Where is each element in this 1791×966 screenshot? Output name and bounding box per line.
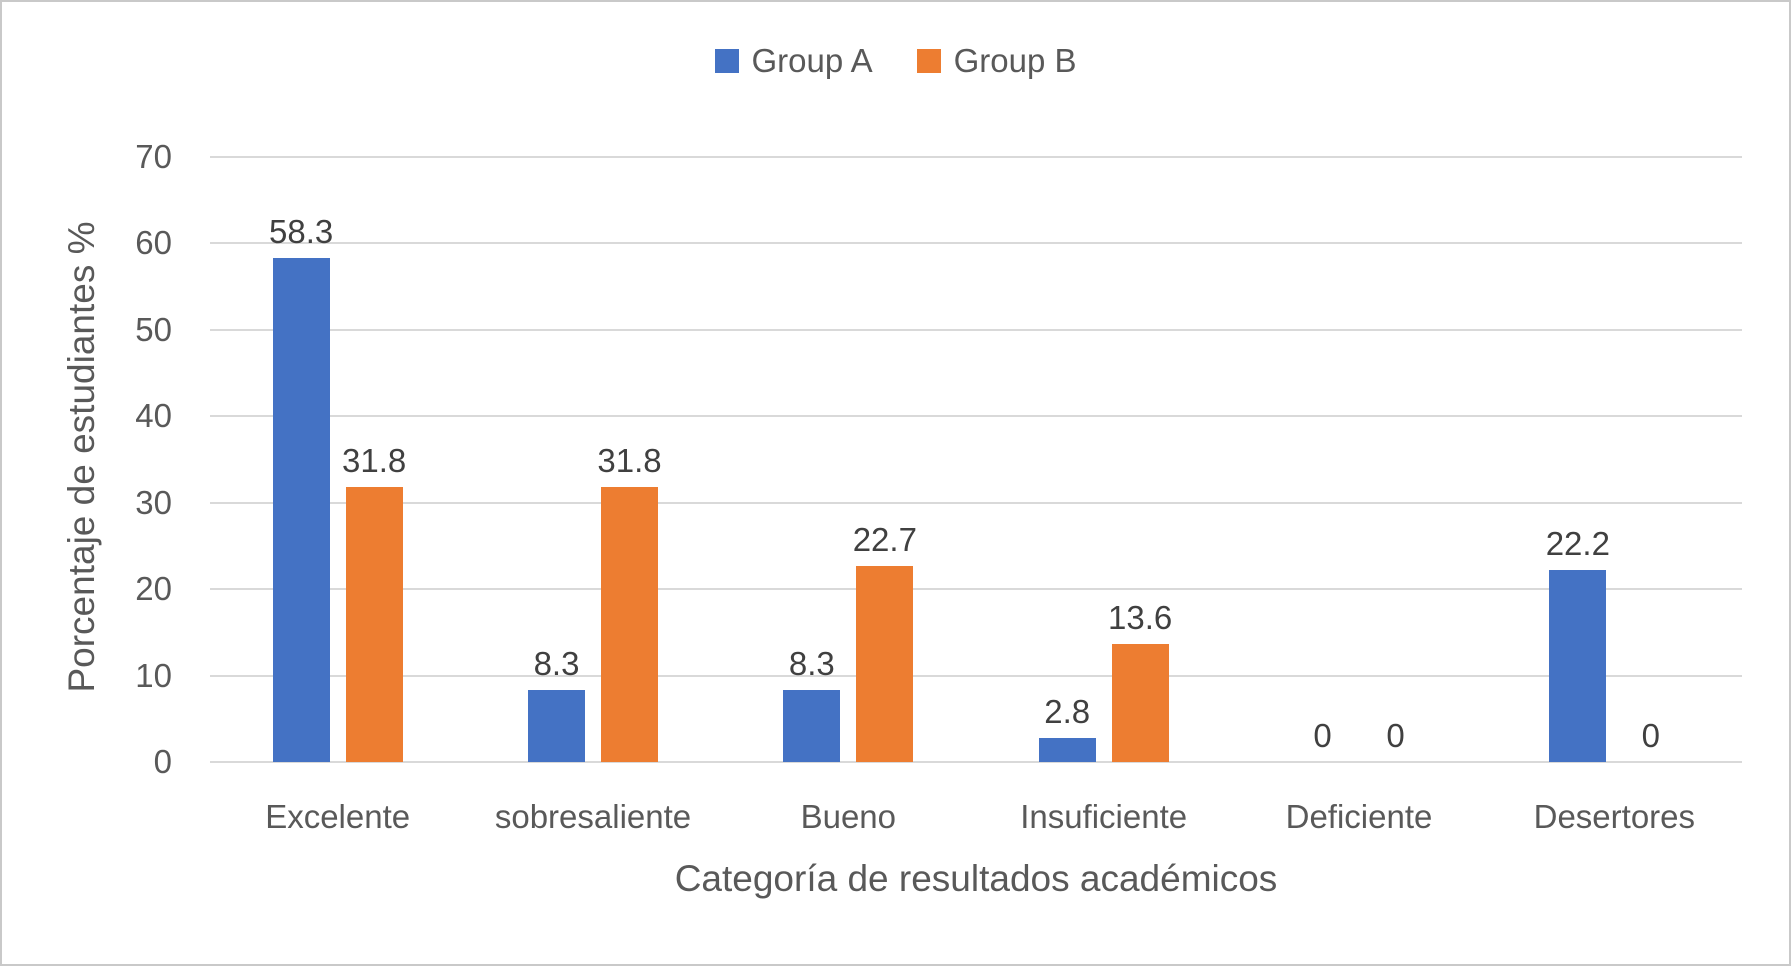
y-tick-label: 20 (135, 570, 172, 608)
legend-item-group-b: Group B (916, 42, 1077, 80)
x-tick-label-deficiente: Deficiente (1285, 798, 1433, 835)
bar-group-a-insuficiente (1038, 737, 1096, 762)
value-label-group-b-sobresaliente: 31.8 (597, 442, 662, 480)
x-tick-label-insuficiente: Insuficiente (1020, 798, 1188, 835)
gridline (210, 501, 1742, 504)
gridline (210, 415, 1742, 418)
x-axis-title: Categoría de resultados académicos (674, 858, 1278, 899)
legend-label-group-a: Group A (751, 42, 873, 79)
legend-swatch-group-a-icon (714, 49, 739, 73)
value-label-group-a-excelente: 58.3 (269, 213, 334, 251)
value-label-group-b-deficiente: 0 (1386, 717, 1405, 754)
y-tick-label: 40 (135, 397, 172, 435)
y-tick-label: 30 (135, 483, 172, 521)
y-tick-label: 50 (135, 310, 172, 348)
bar-group-b-bueno (856, 565, 914, 762)
value-label-group-a-desertores: 22.2 (1545, 525, 1610, 563)
x-tick-label-bueno: Bueno (800, 798, 897, 835)
x-tick-label-desertores: Desertores (1533, 798, 1696, 835)
value-label-group-a-deficiente: 0 (1313, 717, 1332, 754)
x-axis-line (210, 761, 1742, 763)
y-tick-label: 0 (153, 743, 172, 780)
value-label-group-a-insuficiente: 2.8 (1044, 692, 1091, 730)
gridline (210, 588, 1742, 591)
y-tick-label: 60 (135, 224, 172, 262)
y-tick-label: 70 (135, 138, 172, 175)
legend: Group A Group B (2, 42, 1789, 80)
gridline (210, 156, 1742, 158)
value-label-group-b-insuficiente: 13.6 (1108, 599, 1173, 637)
legend-label-group-b: Group B (953, 42, 1077, 79)
bar-group-b-sobresaliente (601, 487, 658, 762)
value-label-group-b-bueno: 22.7 (852, 520, 917, 558)
value-label-group-b-excelente: 31.8 (342, 442, 407, 480)
legend-swatch-group-b-icon (916, 49, 941, 73)
bar-group-b-excelente (345, 487, 403, 762)
gridline (210, 674, 1742, 677)
value-label-group-a-sobresaliente: 8.3 (533, 645, 580, 683)
bar-group-a-bueno (783, 690, 841, 762)
y-axis-title: Porcentaje de estudiantes % (61, 221, 102, 693)
bar-group-b-insuficiente (1111, 644, 1169, 762)
y-tick-label: 10 (135, 656, 172, 694)
bar-group-a-desertores (1549, 570, 1607, 762)
x-tick-label-sobresaliente: sobresaliente (494, 798, 692, 835)
bar-group-a-sobresaliente (528, 690, 585, 762)
value-label-group-a-bueno: 8.3 (788, 645, 835, 683)
bar-group-a-excelente (272, 258, 330, 762)
gridline (210, 328, 1742, 331)
value-label-group-b-desertores: 0 (1641, 717, 1660, 754)
gridline (210, 242, 1742, 245)
x-tick-label-excelente: Excelente (265, 798, 411, 835)
legend-item-group-a: Group A (714, 42, 873, 80)
